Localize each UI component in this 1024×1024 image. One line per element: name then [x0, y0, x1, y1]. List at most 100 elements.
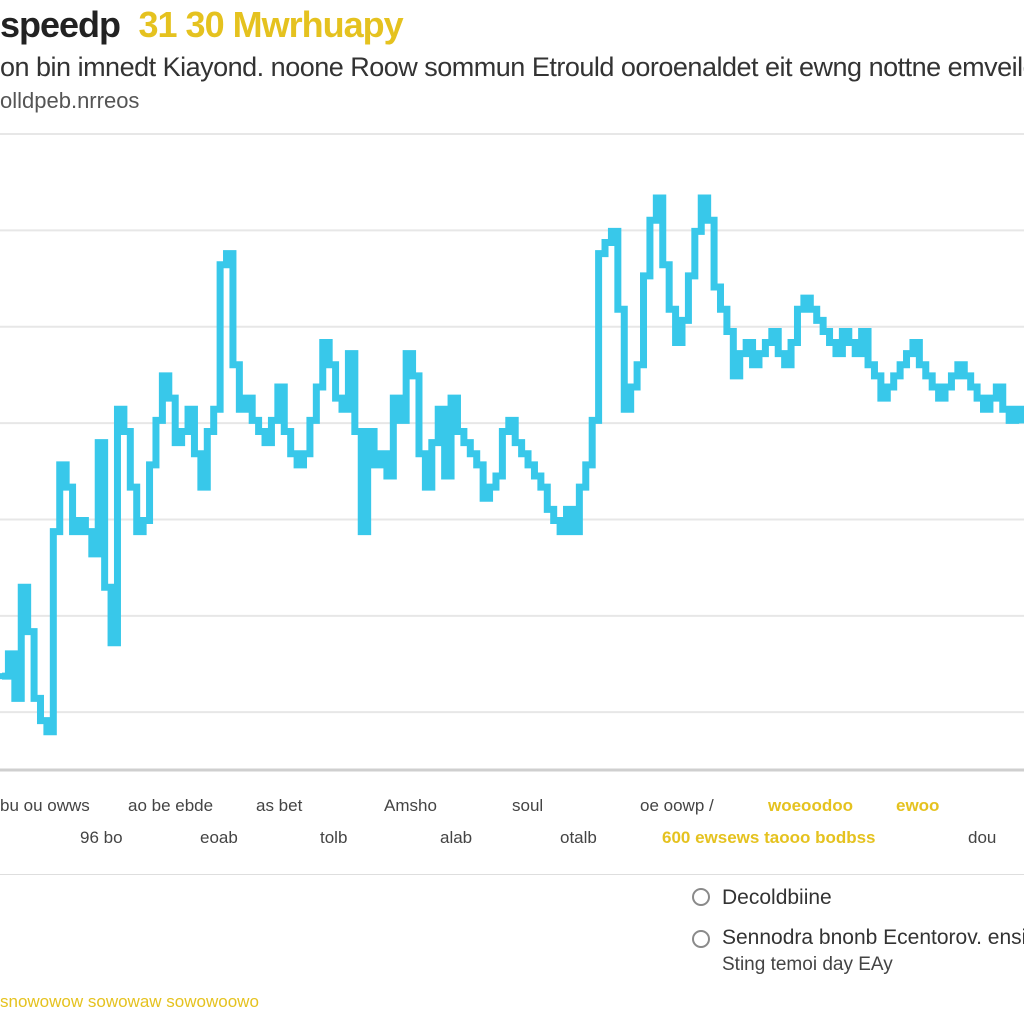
data-point [679, 317, 685, 324]
data-point [614, 306, 621, 313]
x-tick-label: ewoo [896, 796, 940, 815]
data-point [698, 195, 705, 201]
data-point [339, 406, 345, 413]
data-point [954, 361, 961, 368]
data-point [165, 395, 172, 402]
data-point [736, 350, 743, 357]
data-point [409, 372, 416, 379]
data-point [37, 717, 44, 724]
data-point [704, 217, 711, 224]
data-point [146, 461, 153, 468]
data-point [775, 350, 782, 357]
chart-title: speedp [0, 4, 121, 45]
data-point [858, 328, 865, 335]
option-1-radio[interactable] [692, 888, 710, 906]
data-point [185, 406, 192, 413]
x-tick-label: oe oowp / [640, 796, 714, 815]
x-tick-label: ao be ebde [128, 796, 214, 815]
data-point [390, 395, 397, 402]
data-point [820, 328, 827, 335]
data-point [371, 461, 378, 468]
data-point [69, 528, 76, 535]
data-point [788, 339, 795, 346]
data-point [499, 428, 506, 435]
data-point [935, 395, 942, 402]
data-point [236, 406, 243, 413]
data-point [845, 339, 852, 346]
data-point [204, 428, 211, 435]
data-point [986, 395, 993, 402]
data-point [653, 195, 660, 201]
data-point [351, 428, 358, 435]
data-point [897, 361, 904, 368]
data-point [621, 406, 628, 413]
data-point [807, 306, 814, 313]
data-point [0, 673, 5, 680]
data-point [794, 306, 801, 313]
x-tick-label: otalb [560, 828, 597, 847]
option-2-radio[interactable] [692, 930, 710, 948]
data-point [582, 461, 589, 468]
data-point [948, 372, 955, 379]
data-point [755, 350, 762, 357]
data-point [210, 406, 217, 413]
data-point [172, 439, 179, 446]
data-point [634, 361, 641, 368]
data-point [101, 584, 108, 591]
data-point [191, 450, 198, 457]
data-point [403, 350, 410, 357]
data-point [345, 350, 352, 357]
data-point [217, 261, 224, 268]
data-point [518, 450, 525, 457]
x-tick-label: tolb [320, 828, 348, 847]
x-tick-label: woeoodoo [768, 796, 853, 815]
data-point [762, 339, 769, 346]
option-2-sublabel: Sting temoi day EAy [722, 954, 893, 975]
data-point [5, 650, 12, 657]
data-point [602, 239, 609, 246]
data-point [82, 528, 89, 535]
data-point [723, 328, 730, 335]
data-point [114, 406, 121, 413]
data-point [563, 506, 570, 513]
data-point [319, 339, 326, 346]
data-point [223, 250, 230, 257]
data-point [672, 339, 679, 346]
option-2-label[interactable]: Sennodra bnonb Ecentorov. ensi [722, 926, 1024, 949]
data-point [159, 372, 166, 379]
data-point [178, 428, 185, 435]
data-point [832, 350, 839, 357]
data-point [120, 428, 127, 435]
data-point [544, 506, 551, 513]
data-point [24, 628, 31, 635]
data-point [569, 528, 576, 535]
data-point [262, 439, 269, 446]
data-point [332, 395, 339, 402]
data-point [306, 417, 313, 424]
data-point [711, 283, 718, 290]
data-point [152, 417, 159, 424]
data-point [659, 261, 666, 268]
data-point [999, 406, 1006, 413]
data-point [255, 428, 262, 435]
data-point [993, 384, 1000, 391]
data-point [852, 350, 859, 357]
data-point [1019, 417, 1024, 424]
data-point [1006, 417, 1013, 424]
data-point [826, 339, 833, 346]
data-point [441, 473, 448, 479]
data-point [274, 384, 281, 391]
data-point [974, 395, 981, 402]
data-point [50, 528, 57, 535]
data-point [88, 550, 95, 557]
data-point [813, 317, 820, 324]
data-point [127, 484, 134, 491]
series-line [2, 194, 1024, 736]
data-point [383, 473, 390, 479]
option-1-label[interactable]: Decoldbiine [722, 886, 832, 909]
data-point [358, 528, 365, 535]
data-point [717, 306, 724, 313]
data-point [576, 484, 583, 491]
data-point [980, 406, 987, 413]
data-point [460, 439, 467, 446]
